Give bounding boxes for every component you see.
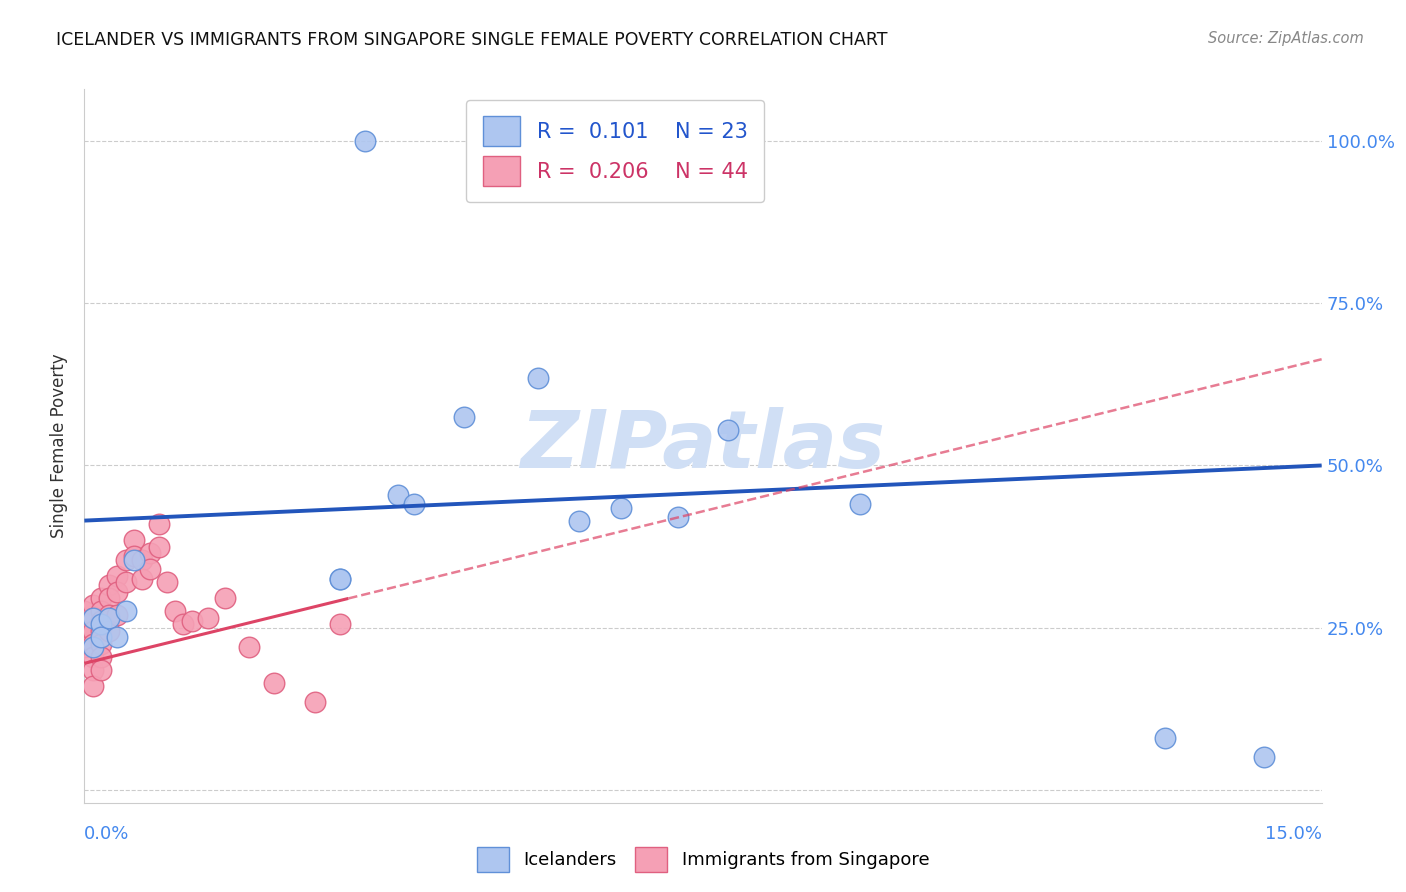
Point [73,640,96,654]
Text: ZIPatlas: ZIPatlas [520,407,886,485]
Point [404,497,426,511]
Point [90,631,112,645]
Point [105,631,128,645]
Point [1253,750,1275,764]
Point [82,624,104,638]
Point [329,572,352,586]
Text: ICELANDER VS IMMIGRANTS FROM SINGAPORE SINGLE FEMALE POVERTY CORRELATION CHART: ICELANDER VS IMMIGRANTS FROM SINGAPORE S… [56,31,887,49]
Text: 0.0%: 0.0% [84,825,129,843]
Point [73,624,96,638]
Point [122,533,145,547]
Point [148,540,170,554]
Point [172,617,194,632]
Point [82,679,104,693]
Text: 15.0%: 15.0% [1264,825,1322,843]
Point [609,500,631,515]
Y-axis label: Single Female Poverty: Single Female Poverty [51,354,69,538]
Point [82,598,104,612]
Point [114,604,136,618]
Point [238,640,260,654]
Point [131,552,153,566]
Point [90,617,112,632]
Point [98,611,121,625]
Point [329,617,352,632]
Point [105,607,128,622]
Point [98,578,121,592]
Point [82,611,104,625]
Point [139,562,162,576]
Point [148,516,170,531]
Legend: Icelanders, Immigrants from Singapore: Icelanders, Immigrants from Singapore [470,839,936,880]
Point [387,488,409,502]
Point [105,585,128,599]
Point [122,552,145,566]
Point [90,624,112,638]
Point [263,675,285,690]
Point [90,649,112,664]
Point [139,546,162,560]
Point [90,591,112,606]
Point [848,497,870,511]
Point [90,637,112,651]
Text: Source: ZipAtlas.com: Source: ZipAtlas.com [1208,31,1364,46]
Point [1154,731,1177,745]
Point [353,134,375,148]
Point [165,604,187,618]
Point [197,611,219,625]
Point [90,614,112,628]
Point [90,663,112,677]
Point [82,663,104,677]
Point [568,514,591,528]
Point [717,423,740,437]
Point [90,604,112,618]
Point [82,640,104,654]
Point [114,552,136,566]
Point [98,624,121,638]
Point [105,568,128,582]
Point [527,371,550,385]
Point [98,607,121,622]
Point [114,575,136,590]
Point [122,549,145,564]
Point [527,134,550,148]
Point [82,649,104,664]
Point [73,604,96,618]
Point [180,614,202,628]
Point [214,591,236,606]
Point [304,695,326,709]
Point [82,637,104,651]
Point [131,572,153,586]
Point [156,575,179,590]
Point [82,611,104,625]
Point [329,572,352,586]
Point [98,591,121,606]
Point [666,510,689,524]
Point [453,409,475,424]
